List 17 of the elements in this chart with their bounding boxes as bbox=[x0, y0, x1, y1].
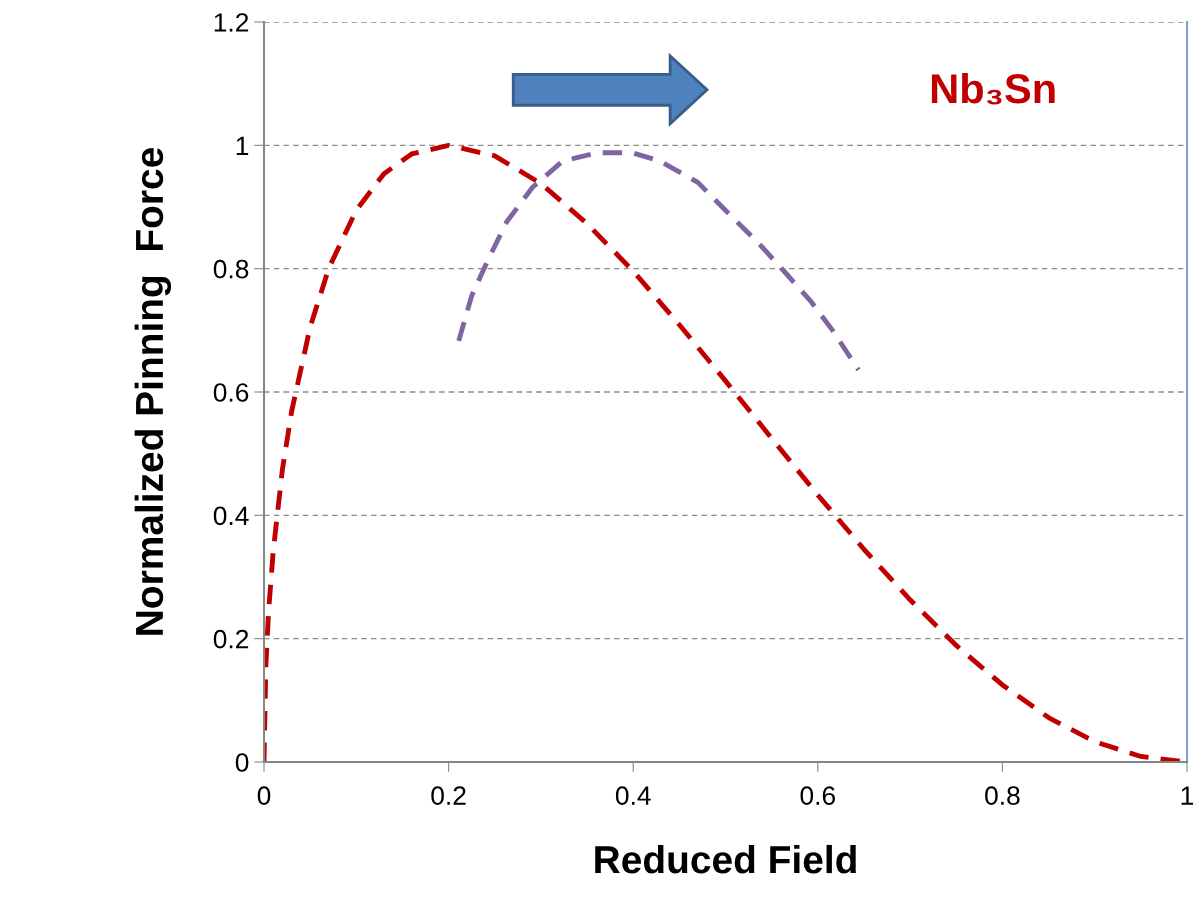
x-tick-label: 0.6 bbox=[800, 786, 835, 805]
x-tick-label: 0.8 bbox=[985, 786, 1020, 805]
x-tick-label: 1 bbox=[1181, 786, 1194, 805]
y-tick-label: 0.2 bbox=[213, 629, 249, 649]
y-tick-label: 0 bbox=[235, 753, 249, 772]
x-tick-label: 0.4 bbox=[615, 786, 651, 805]
x-tick-label: 0.2 bbox=[431, 786, 466, 805]
y-tick-label: 0.8 bbox=[213, 259, 249, 279]
y-tick-label: 1 bbox=[236, 136, 249, 155]
line-series bbox=[456, 150, 861, 373]
y-tick-label: 0.6 bbox=[213, 383, 249, 402]
x-axis-title: Reduced Field bbox=[595, 844, 856, 874]
x-tick-label: 0 bbox=[257, 786, 271, 805]
annotation: Nb₃Sn bbox=[931, 72, 1055, 105]
y-tick-label: 0.4 bbox=[213, 506, 249, 526]
y-axis-title: Normalized Pinning Force bbox=[134, 148, 172, 635]
y-tick-label: 1.2 bbox=[214, 13, 249, 32]
